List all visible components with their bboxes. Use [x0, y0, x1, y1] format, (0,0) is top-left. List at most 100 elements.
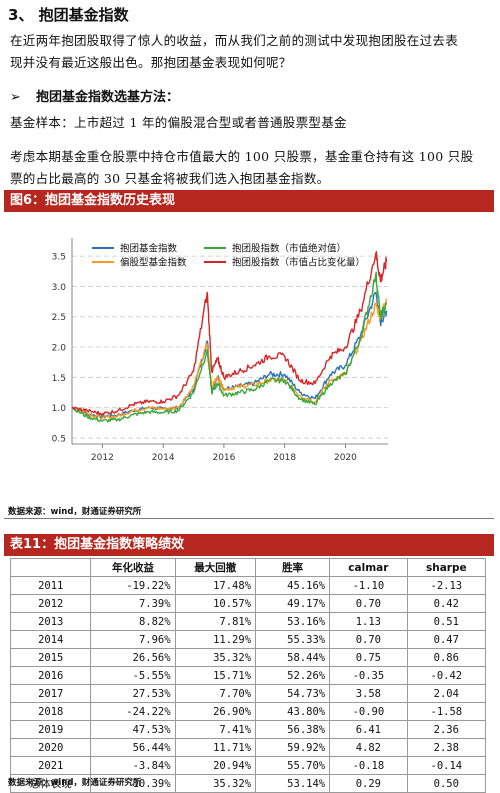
table-cell: -0.35 [329, 666, 408, 685]
y-tick-label: 0.5 [52, 434, 66, 444]
table-cell: 2.36 [406, 720, 487, 739]
table-cell: -0.90 [329, 702, 408, 721]
table-cell: 3.58 [329, 684, 408, 703]
table-cell: 4.82 [329, 738, 408, 757]
table-cell: 0.86 [406, 648, 487, 667]
table-cell: -0.42 [406, 666, 487, 685]
row-label-cell: 2017 [9, 684, 92, 703]
table-cell: -2.13 [406, 576, 487, 595]
y-tick-label: 1.5 [52, 374, 66, 384]
table-cell: 2.04 [406, 684, 487, 703]
row-label-cell: 2015 [9, 648, 92, 667]
y-axis-ticks: 0.5 1.0 1.5 2.0 2.5 3.0 3.5 [52, 253, 67, 445]
row-label-cell: 2016 [9, 666, 92, 685]
table-cell: 7.81% [174, 612, 257, 631]
table-cell: 55.33% [255, 630, 331, 649]
figure-banner: 图6：抱团基金指数历史表现 [4, 190, 494, 212]
table-cell: 0.70 [329, 594, 408, 613]
table-cell: 49.17% [255, 594, 331, 613]
y-tick-label: 2.0 [52, 344, 67, 354]
series-line-2 [71, 271, 388, 423]
x-axis-ticks: 2012 2014 2016 2018 2020 [72, 443, 388, 463]
row-label-cell: 2019 [9, 720, 92, 739]
x-tick-label: 2016 [212, 453, 235, 463]
history-chart: 0.51.01.52.02.53.03.5 2012 2014 2016 2018 20… [52, 238, 388, 463]
table-cell: 26.56% [90, 648, 176, 667]
table-cell: 47.53% [90, 720, 176, 739]
table-header-cell [9, 558, 92, 577]
method-heading: ➢ 抱团基金指数选基方法： [10, 86, 179, 105]
table-cell: -0.14 [406, 756, 487, 775]
table-cell: 35.32% [174, 774, 257, 793]
chart-legend: 抱团基金指数 抱团股指数（市值绝对值） 偏股型基金指数 抱团股指数（市值占比变化量） [92, 243, 365, 269]
x-tick-label: 2012 [91, 453, 114, 463]
legend-label-1: 偏股型基金指数 [120, 257, 187, 269]
table-row: 2019 47.53% 7.41% 56.38% 6.41 2.36 [9, 720, 487, 739]
table-cell: -19.22% [90, 576, 176, 595]
fund-sample-text: 基金样本：上市超过 1 年的偏股混合型或者普通股票型基金 [10, 115, 347, 130]
table-row: 2021 -3.84% 20.94% 55.70% -0.18 -0.14 [9, 756, 487, 775]
row-label-cell: 2012 [9, 594, 92, 613]
row-label-cell: 2014 [9, 630, 92, 649]
chart-grid [71, 238, 388, 444]
row-label-cell: 2020 [9, 738, 92, 757]
table-cell: 35.32% [174, 648, 257, 667]
figure-divider [4, 518, 494, 519]
table-cell: 43.80% [255, 702, 331, 721]
table-cell: -1.58 [406, 702, 487, 721]
method-line-2: 票的占比最高的 30 只基金将被我们选入抱团基金指数。 [10, 171, 330, 186]
table-cell: -24.22% [90, 702, 176, 721]
table-cell: 0.47 [406, 630, 487, 649]
table-header-cell: calmar [329, 558, 408, 577]
table-cell: 59.92% [255, 738, 331, 757]
table-row: 2017 27.53% 7.70% 54.73% 3.58 2.04 [9, 684, 487, 703]
table-cell: 53.16% [255, 612, 331, 631]
table-row: 2018 -24.22% 26.90% 43.80% -0.90 -1.58 [9, 702, 487, 721]
table-cell: 6.41 [329, 720, 408, 739]
table-cell: 10.39% [90, 774, 176, 793]
table-cell: 11.71% [174, 738, 257, 757]
table-row: 2020 56.44% 11.71% 59.92% 4.82 2.38 [9, 738, 487, 757]
table-cell: -1.10 [329, 576, 408, 595]
table-row: 2012 7.39% 10.57% 49.17% 0.70 0.42 [9, 594, 487, 613]
intro-line-1: 在近两年抱团股取得了惊人的收益，而从我们之前的测试中发现抱团股在过去表 [10, 33, 459, 48]
table-cell: 15.71% [174, 666, 257, 685]
series-line-3 [71, 251, 388, 416]
section-title: 3、 抱团基金指数 [8, 6, 129, 24]
table-cell: 0.42 [406, 594, 487, 613]
table-row: 2011 -19.22% 17.48% 45.16% -1.10 -2.13 [9, 576, 487, 595]
table-header-cell: sharpe [406, 558, 487, 577]
row-label-cell: 2018 [9, 702, 92, 721]
table-cell: 58.44% [255, 648, 331, 667]
table-cell: -3.84% [90, 756, 176, 775]
y-tick-label: 3.0 [52, 283, 67, 293]
table-cell: 55.70% [255, 756, 331, 775]
table-cell: 45.16% [255, 576, 331, 595]
legend-label-3: 抱团股指数（市值占比变化量） [232, 257, 365, 269]
x-tick-label: 2020 [334, 453, 357, 463]
performance-table: 年化收益 最大回撤 胜率 calmar sharpe 2011 -19.22% 17.48%… [9, 558, 487, 793]
y-tick-label: 1.0 [52, 404, 67, 414]
table-cell: 52.26% [255, 666, 331, 685]
table-header-row: 年化收益 最大回撤 胜率 calmar sharpe [9, 558, 487, 577]
table-cell: 26.90% [174, 702, 257, 721]
legend-label-2: 抱团股指数（市值绝对值） [232, 243, 346, 255]
table-cell: 7.70% [174, 684, 257, 703]
table-banner: 表11：抱团基金指数策略绩效 [4, 534, 494, 556]
table-cell: 8.82% [90, 612, 176, 631]
table-cell: 1.13 [329, 612, 408, 631]
row-label-cell: 2013 [9, 612, 92, 631]
table-cell: -5.55% [90, 666, 176, 685]
figure-source: 数据来源：wind，财通证券研究所 [8, 507, 142, 517]
table-cell: 7.41% [174, 720, 257, 739]
legend-label-0: 抱团基金指数 [120, 243, 178, 255]
row-label-cell: 2021 [9, 756, 92, 775]
table-cell: 0.70 [329, 630, 408, 649]
table-cell: 27.53% [90, 684, 176, 703]
method-heading-label: 抱团基金指数选基方法： [36, 90, 180, 105]
table-cell: 2.38 [406, 738, 487, 757]
table-header-cell: 胜率 [255, 558, 331, 577]
table-row: 总体表现 10.39% 35.32% 53.14% 0.29 0.50 [9, 774, 487, 793]
table-cell: 56.38% [255, 720, 331, 739]
table-body: 2011 -19.22% 17.48% 45.16% -1.10 -2.13 2012 7.3… [9, 576, 487, 793]
